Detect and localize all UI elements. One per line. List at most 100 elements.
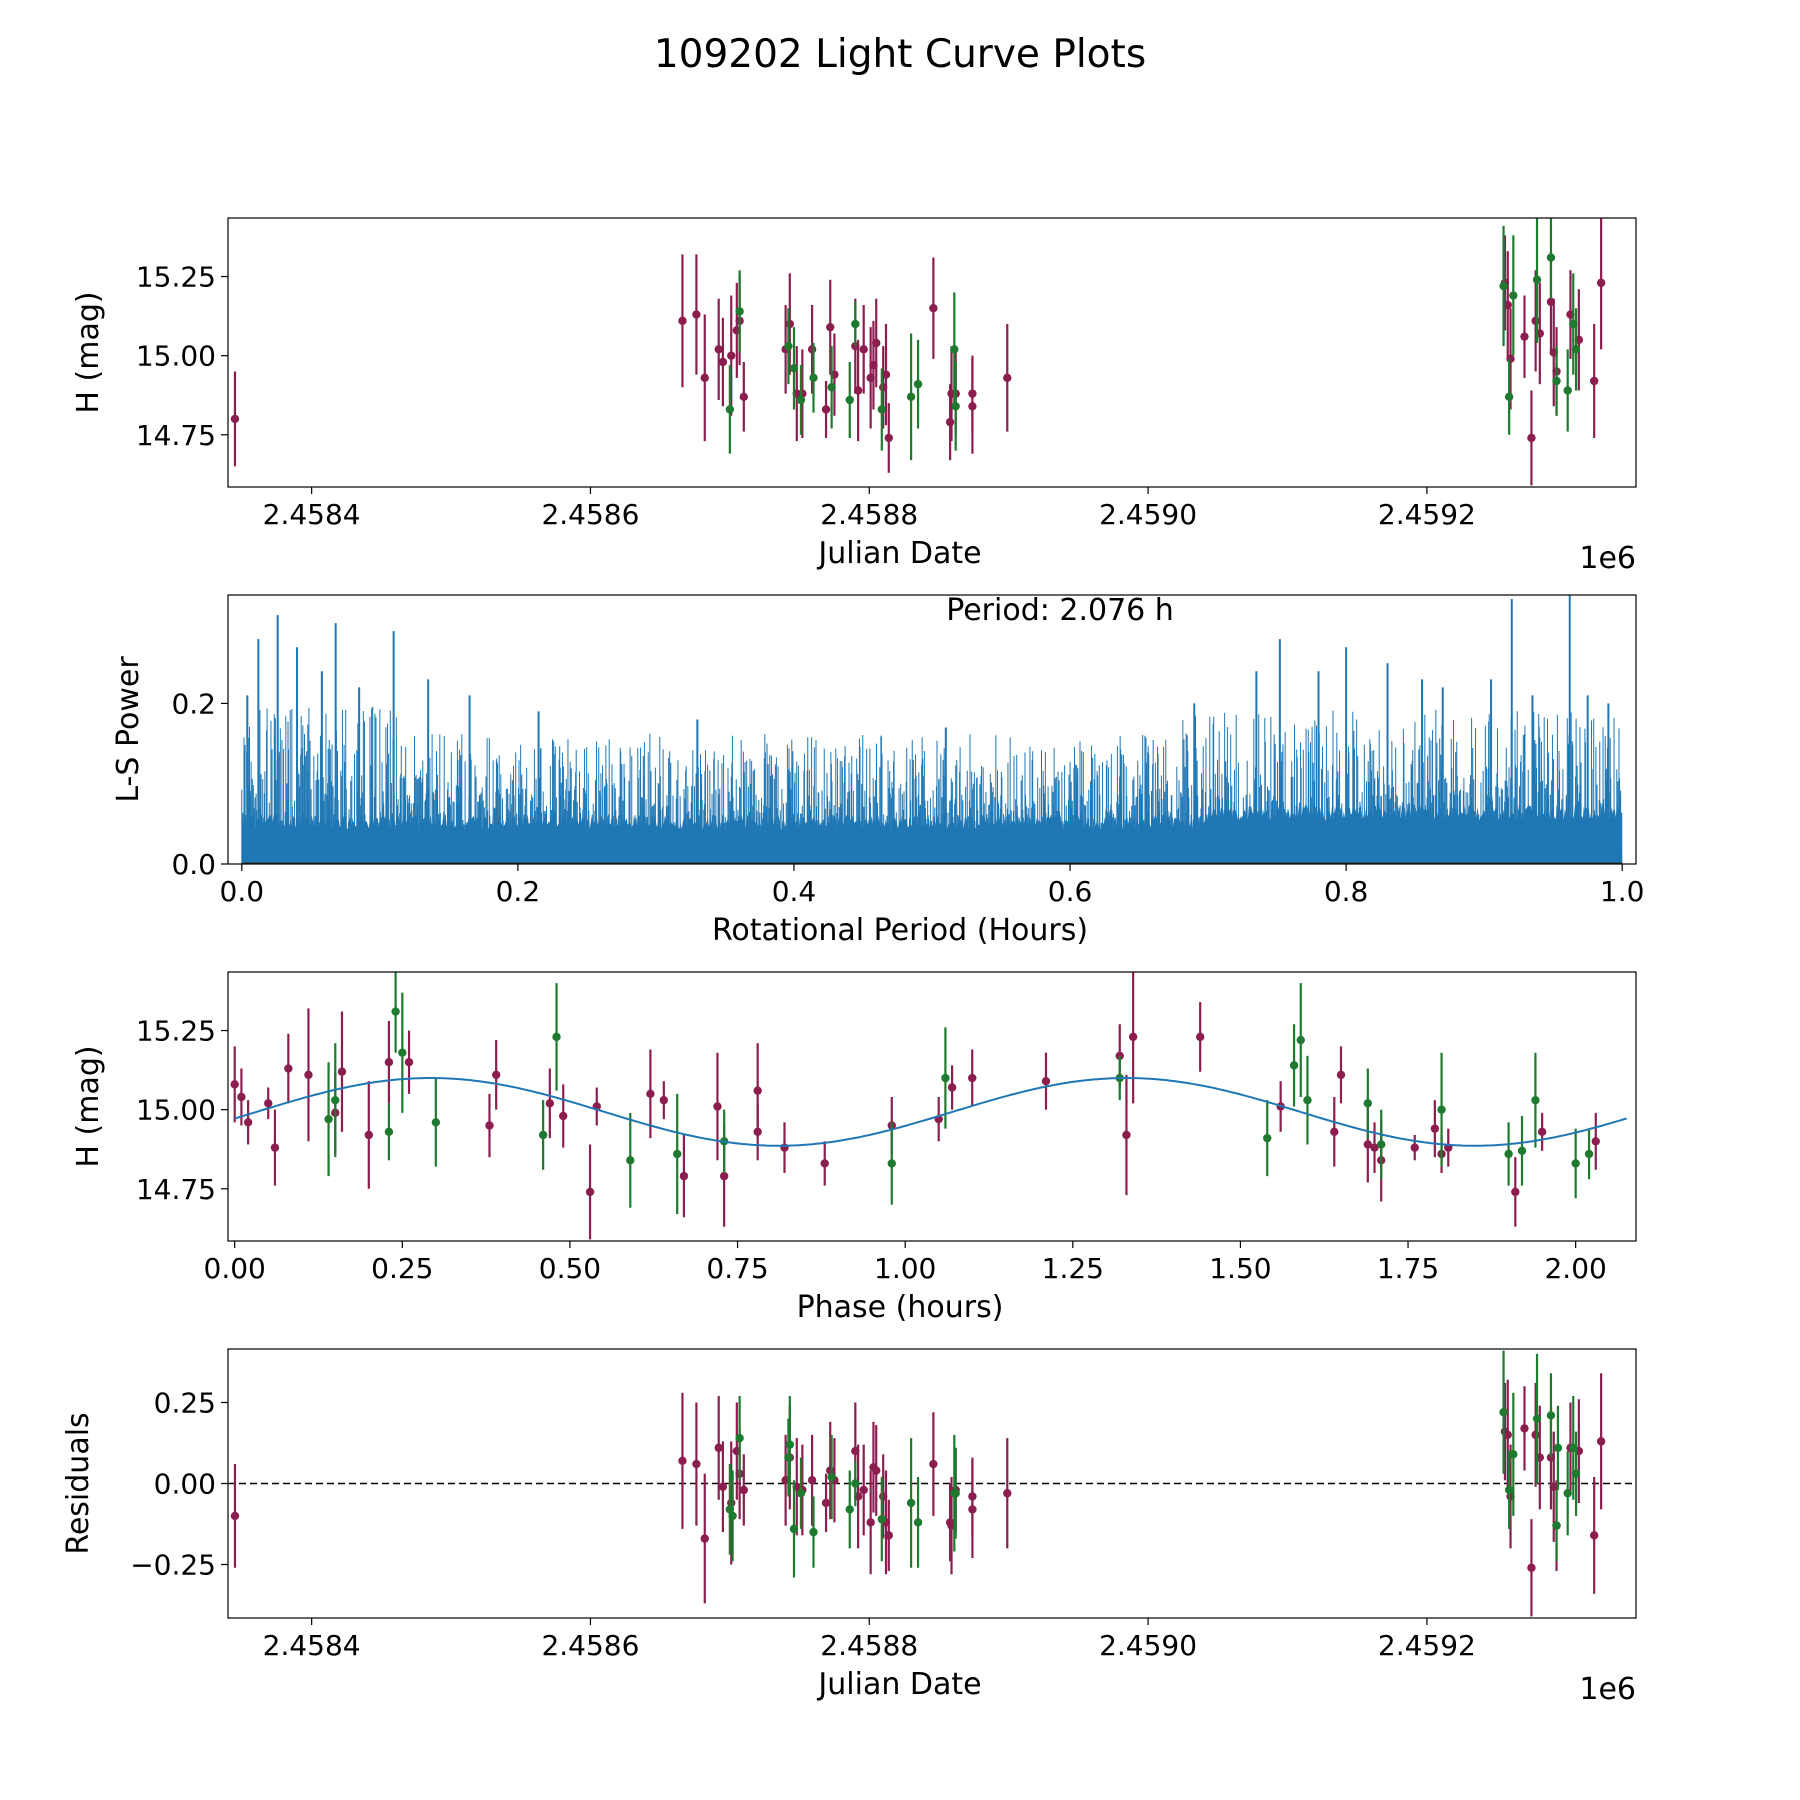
y-axis-label: H (mag) [71,1045,106,1167]
data-point [1531,1095,1540,1105]
x-axis-label: Rotational Period (Hours) [712,913,1088,948]
data-point [337,1067,347,1076]
data-point [941,1073,950,1083]
x-offset-label: 1e6 [1579,541,1636,576]
x-tick-label: 1.00 [874,1252,936,1285]
data-point [719,1171,729,1181]
x-tick-label: 0.2 [496,875,541,908]
data-point [1437,1105,1446,1114]
y-tick-label: 15.25 [136,1015,216,1048]
data-point [789,1524,799,1534]
data-point [725,405,735,414]
x-tick-label: 2.4588 [820,498,918,531]
data-point [1296,1035,1305,1045]
x-tick-label: 2.4586 [541,1629,639,1662]
data-point [491,1070,501,1080]
data-point [1571,1159,1580,1168]
data-point [1531,316,1540,326]
y-tick-label: −0.25 [130,1549,216,1582]
data-point [807,345,817,354]
data-point [859,1485,868,1495]
data-point [692,1459,701,1469]
data-point [626,1156,635,1165]
data-point [1531,1430,1540,1440]
data-point [700,1534,709,1543]
data-point [1589,1531,1599,1540]
data-point [1520,1424,1529,1433]
data-point [678,316,687,326]
data-point [552,1032,561,1042]
periodogram-panel: 0.0 0.2 0.0 0.2 0.4 0.6 0.8 1.0 Rotational Perio… [111,593,1644,948]
data-point [1363,1099,1373,1108]
data-point [331,1095,340,1105]
y-tick-label: 0.00 [154,1468,216,1501]
data-point [1003,373,1012,383]
data-point [304,1070,313,1080]
plot-frame [227,971,1637,1242]
data-point [785,1440,795,1449]
data-point [877,1514,887,1524]
phased-panel: 14.75 15.00 15.25 0.00 0.25 0.50 0.75 1.00 1.25 1… [71,971,1637,1325]
data-point [1363,1140,1373,1149]
data-point [1499,281,1508,291]
x-tick-label: 2.4590 [1099,1629,1197,1662]
data-point [1041,1076,1051,1086]
data-point [1377,1140,1386,1149]
data-point [807,1476,817,1485]
y-tick-label: 0.2 [171,687,216,720]
x-tick-label: 0.00 [204,1252,266,1285]
data-point [1563,386,1572,395]
data-point [887,1159,896,1168]
series-g [725,1350,1581,1578]
x-tick-label: 2.4584 [263,1629,361,1662]
data-point [714,345,723,354]
data-point [951,402,960,411]
data-point [692,310,701,319]
data-point [1517,1146,1527,1156]
data-point [906,1498,916,1508]
data-point [739,392,749,402]
data-point [404,1057,414,1067]
y-tick-label: 15.25 [136,261,216,294]
data-point [784,1453,793,1462]
data-point [1504,1485,1514,1495]
data-point [1527,433,1536,443]
x-tick-label: 0.25 [371,1252,433,1285]
data-point [1263,1133,1272,1143]
data-point [929,303,938,313]
data-point [559,1111,568,1121]
data-point [237,1092,246,1102]
x-tick-label: 0.8 [1324,875,1369,908]
data-point [820,1159,829,1168]
y-tick-label: 0.0 [171,848,216,881]
data-point [845,395,854,405]
y-tick-label: 15.00 [136,340,216,373]
x-tick-label: 2.4590 [1099,498,1197,531]
x-tick-label: 0.4 [772,875,817,908]
plot-frame [227,594,1637,865]
plot-frame [227,1348,1637,1619]
data-point [872,338,881,348]
data-point [538,1130,548,1140]
data-point [384,1057,394,1067]
period-annotation: Period: 2.076 h [946,593,1174,628]
data-point [821,405,831,414]
data-point [735,1433,744,1443]
x-tick-label: 1.75 [1377,1252,1439,1285]
data-point [753,1127,762,1137]
data-point [913,379,923,389]
data-point [913,1518,923,1527]
data-point [827,383,836,392]
data-point [1596,278,1606,288]
lightcurve-panel: 14.75 15.00 15.25 2.4584 2.4586 2.4588 2.4590 2… [71,217,1637,576]
y-tick-label: 0.25 [154,1386,216,1419]
data-point [1003,1489,1012,1498]
y-axis-label: H (mag) [71,291,106,413]
residuals-panel: −0.25 0.00 0.25 2.4584 2.4586 2.4588 2.4590 2.4… [61,1348,1637,1707]
data-point [230,1511,240,1521]
plot-frame [227,217,1637,488]
data-point [727,351,736,360]
data-point [700,373,709,383]
y-axis-label: L-S Power [111,656,146,803]
